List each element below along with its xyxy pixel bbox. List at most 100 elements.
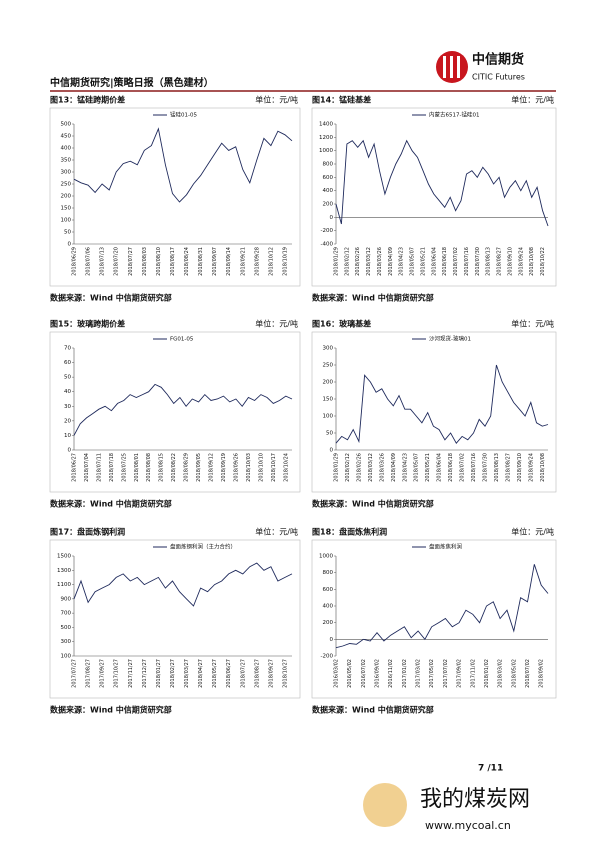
series-line [73,562,293,607]
x-tick-label: 2017/11/02 [470,659,476,688]
chart-frame [311,107,557,287]
x-tick-label: 2018/08/13 [494,453,500,482]
y-tick-label: 400 [323,188,334,194]
figure-title: 图15：玻璃跨期价差 [50,319,125,329]
legend-label: 盘面炼钢利润（主力合约） [170,543,236,551]
x-tick-label: 2018/09/05 [196,453,202,482]
y-tick-label: 1200 [319,135,333,141]
x-tick-label: 2018/01/02 [484,659,490,688]
x-tick-label: 2018/09/02 [539,659,545,688]
x-tick-label: 2018/08/17 [170,247,176,276]
x-tick-label: 2017/09/02 [457,659,463,688]
legend-label: 内蒙古6517-锰硅01 [429,111,479,119]
x-tick-label: 2018/08/22 [171,453,177,482]
chart-frame [311,539,557,699]
x-tick-label: 2018/10/17 [271,453,277,482]
x-tick-label: 2018/04/23 [399,247,405,276]
x-tick-label: 2018/10/03 [246,453,252,482]
watermark-icon [363,783,407,827]
y-tick-label: 500 [61,625,72,631]
logo-bar [457,56,460,78]
chart-frame [49,331,301,493]
y-tick-label: 1400 [319,122,333,128]
figure-title: 图14：锰硅基差 [312,95,371,105]
watermark-url: www.mycoal.cn [425,819,511,832]
y-tick-label: 60 [64,360,71,366]
x-tick-label: 2018/07/16 [464,247,470,276]
x-tick-label: 2016/07/02 [361,659,367,688]
x-tick-label: 2018/09/12 [209,453,215,482]
x-tick-label: 2018/02/12 [344,247,350,276]
x-tick-label: 2018/08/27 [505,453,511,482]
x-tick-label: 2018/06/27 [72,453,78,482]
x-tick-label: 2018/09/26 [233,453,239,482]
x-tick-label: 2018/06/04 [437,453,443,482]
figure-title: 图16：玻璃基差 [312,319,371,329]
y-tick-label: 200 [323,620,334,626]
x-tick-label: 2018/10/08 [540,453,546,482]
y-tick-label: 150 [323,397,334,403]
x-tick-label: 2018/09/19 [221,453,227,482]
x-tick-label: 2018/09/14 [226,247,232,276]
unit-label: 单位：元/吨 [255,527,298,537]
y-tick-label: 300 [61,639,72,645]
x-tick-label: 2018/09/24 [518,247,524,276]
y-tick-label: 0 [68,448,72,454]
series-line [73,127,293,203]
x-tick-label: 2017/05/02 [429,659,435,688]
source-note: 数据来源：Wind 中信期货研究部 [50,499,172,509]
y-tick-label: 100 [61,654,72,660]
x-tick-label: 2018/09/07 [212,247,218,276]
y-tick-label: 200 [323,202,334,208]
logo: 中信期货 CITIC Futures [436,51,525,83]
y-tick-label: 0 [330,637,334,643]
x-tick-label: 2018/03/26 [377,247,383,276]
x-tick-label: 2016/03/02 [334,659,340,688]
y-tick-label: 100 [323,414,334,420]
x-tick-label: 2018/01/29 [334,247,340,276]
x-tick-label: 2018/06/27 [226,659,232,688]
x-tick-label: 2018/10/10 [258,453,264,482]
x-tick-label: 2018/05/27 [212,659,218,688]
x-tick-label: 2018/09/21 [240,247,246,276]
logo-cn: 中信期货 [472,52,524,68]
y-tick-label: 150 [61,206,72,212]
x-tick-label: 2018/09/10 [507,247,513,276]
y-tick-label: 70 [64,346,71,352]
y-tick-label: 900 [61,596,72,602]
x-tick-label: 2018/06/18 [448,453,454,482]
figure-title: 图17：盘面炼钢利润 [50,527,125,537]
logo-en: CITIC Futures [472,73,525,82]
x-tick-label: 2018/08/10 [156,247,162,276]
x-tick-label: 2018/06/29 [72,247,78,276]
x-tick-label: 2018/08/13 [486,247,492,276]
header-title: 中信期货研究|策略日报（黑色建材） [50,76,214,89]
y-tick-label: 400 [61,146,72,152]
x-tick-label: 2018/08/08 [146,453,152,482]
y-tick-label: -200 [321,228,334,234]
y-tick-label: 200 [61,194,72,200]
y-tick-label: 300 [323,346,334,352]
x-tick-label: 2018/08/27 [497,247,503,276]
x-tick-label: 2018/06/04 [431,247,437,276]
x-tick-label: 2018/01/27 [156,659,162,688]
y-tick-label: 700 [61,611,72,617]
x-tick-label: 2017/10/27 [114,659,120,688]
x-tick-label: 2018/08/27 [254,659,260,688]
y-tick-label: 50 [326,431,333,437]
legend-label: 锰硅01-05 [170,111,197,119]
x-tick-label: 2016/11/02 [388,659,394,688]
x-tick-label: 2018/07/13 [100,247,106,276]
y-tick-label: 20 [64,418,71,424]
y-tick-label: 0 [330,448,334,454]
x-tick-label: 2017/07/02 [443,659,449,688]
x-tick-label: 2018/08/15 [159,453,165,482]
x-tick-label: 2017/11/27 [128,659,134,688]
y-tick-label: 250 [61,182,72,188]
x-tick-label: 2018/07/06 [86,247,92,276]
x-tick-label: 2018/07/11 [96,453,102,482]
y-tick-label: 350 [61,158,72,164]
x-tick-label: 2018/09/10 [517,453,523,482]
x-tick-label: 2018/07/02 [460,453,466,482]
series-line [335,564,549,649]
